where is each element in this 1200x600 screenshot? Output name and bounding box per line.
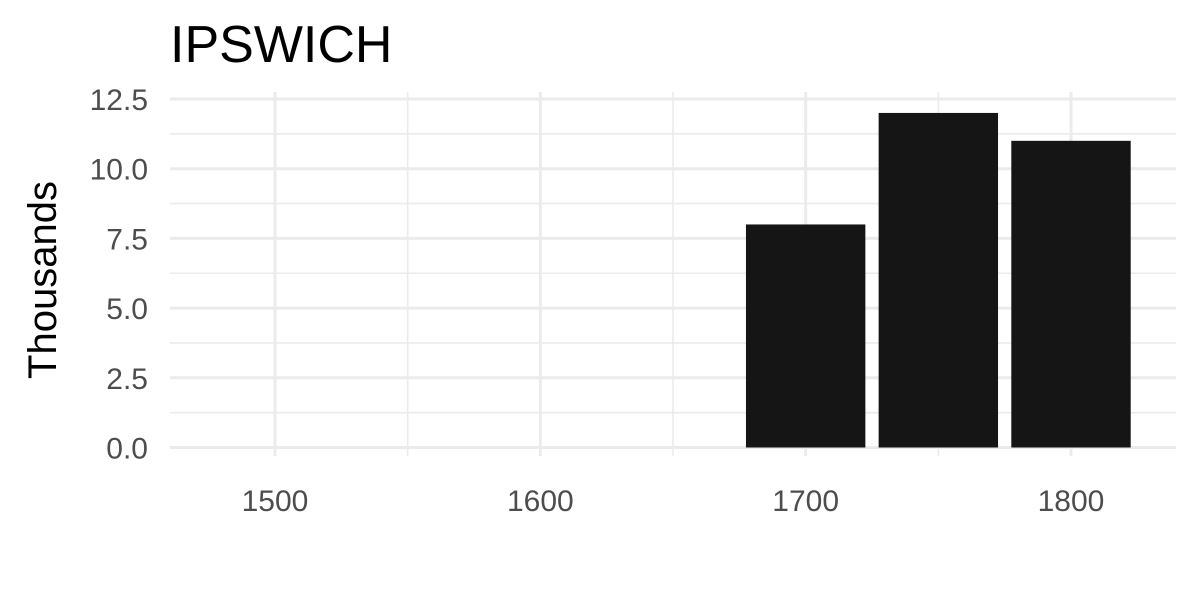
y-tick-label: 5.0 xyxy=(106,293,148,326)
x-tick-label: 1700 xyxy=(772,485,839,518)
y-axis-label: Thousands xyxy=(21,181,65,379)
x-tick-labels: 1500 1600 1700 1800 xyxy=(242,485,1105,518)
y-tick-label: 12.5 xyxy=(90,84,148,117)
y-tick-label: 10.0 xyxy=(90,154,148,187)
chart-title: IPSWICH xyxy=(170,16,392,74)
y-tick-label: 2.5 xyxy=(106,363,148,396)
y-tick-labels: 0.0 2.5 5.0 7.5 10.0 12.5 xyxy=(90,84,148,466)
y-tick-label: 0.0 xyxy=(106,433,148,466)
x-tick-label: 1800 xyxy=(1038,485,1105,518)
bar-1700 xyxy=(745,224,866,448)
minor-gridlines xyxy=(170,92,1176,456)
bar-1750 xyxy=(878,112,999,448)
bar-series xyxy=(745,112,1131,448)
bar-1800 xyxy=(1011,140,1131,448)
x-tick-label: 1500 xyxy=(242,485,309,518)
x-tick-label: 1600 xyxy=(507,485,574,518)
y-tick-label: 7.5 xyxy=(106,223,148,256)
